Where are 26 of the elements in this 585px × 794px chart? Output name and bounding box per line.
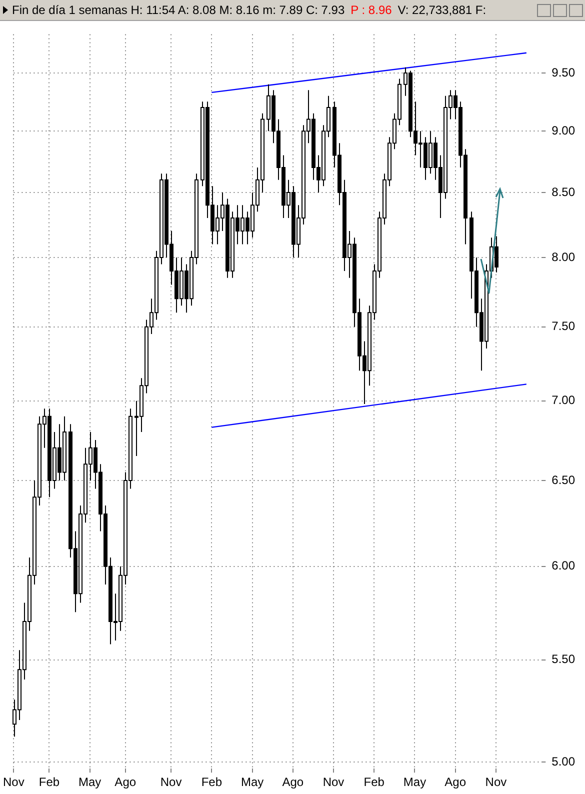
x-tick-label: Nov (485, 775, 507, 790)
x-tick-label: Feb (201, 775, 222, 790)
x-tick-label: Feb (364, 775, 385, 790)
x-tick-label: May (403, 775, 426, 790)
chart-title: Fin de día 1 semanas H: 11:54 A: 8.08 M: 8.16 m: 7.89 C: 7.93 (12, 3, 345, 17)
x-tick-label: Ago (444, 775, 466, 790)
text: P : 8.96 (350, 3, 392, 17)
x-tick-label: May (78, 775, 102, 790)
y-tick-label: 8.00 (552, 250, 576, 264)
text: V: 22,733,881 F: (398, 3, 486, 17)
y-tick-label: 9.00 (552, 123, 576, 138)
x-tick-label: Nov (322, 775, 344, 790)
y-tick-label: 5.00 (552, 754, 576, 768)
x-tick-label: Nov (3, 775, 24, 790)
x-tick-label: Feb (38, 775, 60, 790)
y-tick-label: 8.50 (552, 184, 576, 199)
y-tick-label: 5.50 (552, 652, 576, 666)
x-tick-label: Ago (114, 775, 136, 790)
y-tick-label: 6.50 (552, 472, 576, 487)
y-tick-label: 7.50 (552, 319, 576, 334)
x-tick-label: Ago (282, 775, 304, 790)
y-tick-label: 7.00 (552, 393, 576, 408)
y-tick-label: 6.00 (552, 558, 576, 573)
x-tick-label: May (240, 775, 264, 790)
x-tick-label: Nov (160, 775, 182, 790)
y-tick-label: 9.50 (552, 65, 576, 80)
